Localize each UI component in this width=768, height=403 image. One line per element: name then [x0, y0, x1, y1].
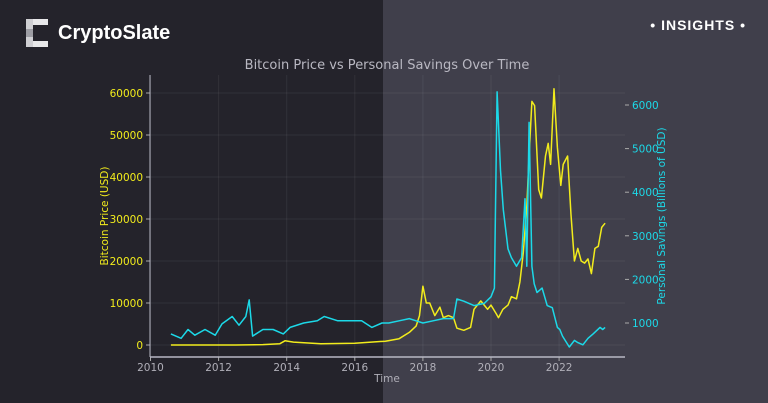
- y-right-tick-label: 5000: [632, 144, 659, 156]
- y-right-tick-label: 3000: [632, 231, 659, 243]
- y-left-tick-label: 50000: [110, 130, 143, 142]
- y-left-tick-label: 40000: [110, 172, 143, 184]
- y-left-tick-label: 60000: [110, 88, 143, 100]
- background-right-panel: [383, 0, 768, 403]
- y-right-tick-label: 2000: [632, 274, 659, 286]
- y-right-tick-label: 1000: [632, 318, 659, 330]
- x-tick-label: 2020: [478, 362, 505, 374]
- insights-badge: • INSIGHTS •: [650, 17, 746, 33]
- personal-savings-line: [170, 91, 606, 348]
- x-tick-label: 2022: [546, 362, 573, 374]
- y-left-tick-label: 20000: [110, 256, 143, 268]
- cryptoslate-logo-icon: [26, 19, 48, 47]
- y-right-tick-label: 6000: [632, 100, 659, 112]
- y-left-tick-label: 10000: [110, 298, 143, 310]
- y-left-axis-label: Bitcoin Price (USD): [99, 167, 111, 266]
- bitcoin-price-line: [170, 88, 606, 346]
- y-right-axis-label: Personal Savings (Billions of USD): [656, 127, 668, 304]
- brand-logo: CryptoSlate: [26, 19, 170, 47]
- brand-name: CryptoSlate: [58, 21, 171, 44]
- x-axis-label: Time: [373, 373, 400, 385]
- y-left-tick-label: 30000: [110, 214, 143, 226]
- y-right-tick-label: 4000: [632, 187, 659, 199]
- x-tick-label: 2014: [273, 362, 300, 374]
- insights-label: INSIGHTS: [661, 17, 736, 33]
- y-left-tick-label: 0: [136, 340, 143, 352]
- chart-title: Bitcoin Price vs Personal Savings Over T…: [245, 58, 530, 73]
- x-tick-label: 2016: [341, 362, 368, 374]
- x-tick-label: 2010: [137, 362, 164, 374]
- x-tick-label: 2018: [410, 362, 437, 374]
- x-tick-label: 2012: [205, 362, 232, 374]
